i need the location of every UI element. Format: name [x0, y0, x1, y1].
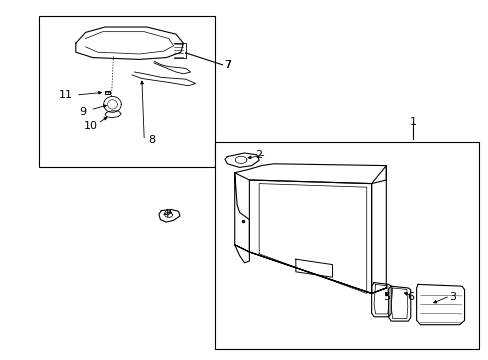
- Text: 5: 5: [382, 292, 389, 302]
- Text: 8: 8: [148, 135, 155, 145]
- Bar: [215, 142, 478, 349]
- Bar: [39, 16, 215, 167]
- Text: 6: 6: [407, 292, 413, 302]
- Text: 7: 7: [224, 60, 230, 70]
- Text: 7: 7: [224, 60, 230, 70]
- Text: 2: 2: [255, 150, 262, 160]
- Text: 4: 4: [163, 209, 169, 219]
- Text: 9: 9: [80, 107, 86, 117]
- Text: 11: 11: [59, 90, 73, 100]
- Text: 1: 1: [409, 117, 416, 127]
- Text: 10: 10: [83, 121, 97, 131]
- Text: 3: 3: [448, 292, 455, 302]
